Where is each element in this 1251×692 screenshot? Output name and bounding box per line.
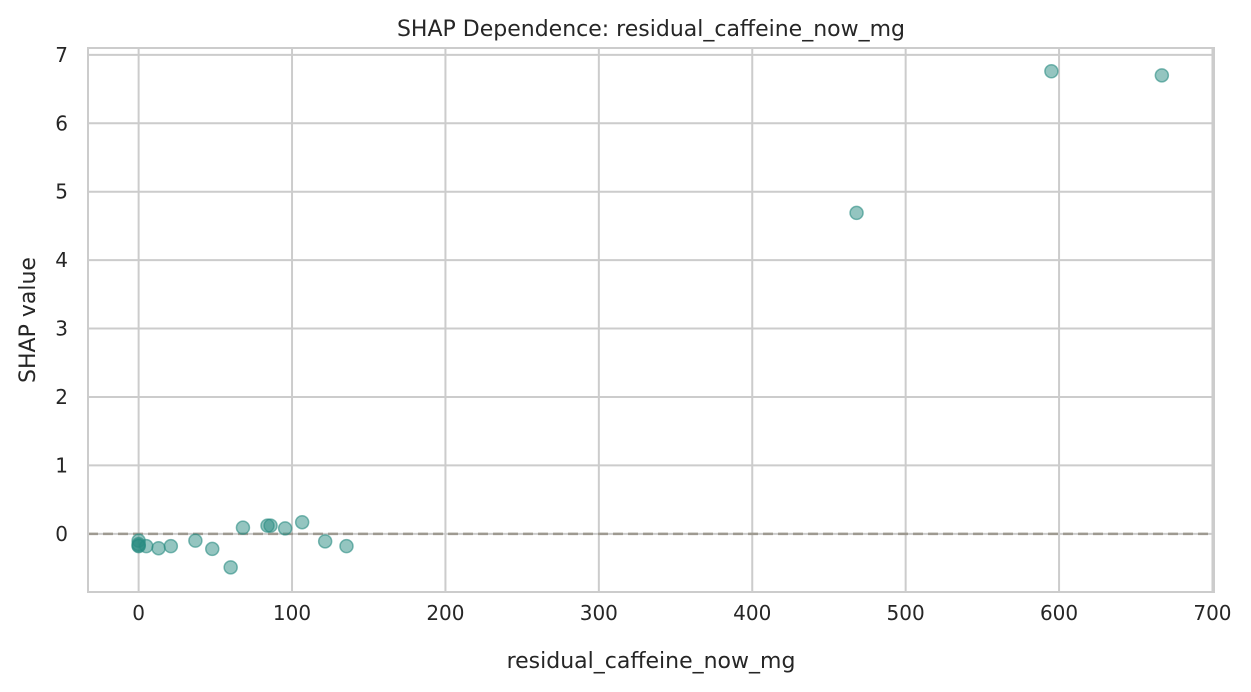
x-tick-label: 400 [733, 601, 771, 625]
data-point [223, 560, 238, 575]
x-tick-label: 0 [132, 601, 145, 625]
data-point [294, 514, 310, 530]
y-tick-label: 4 [55, 248, 68, 272]
x-axis-label: residual_caffeine_now_mg [507, 649, 796, 674]
x-tick-label: 500 [887, 601, 925, 625]
y-tick-label: 2 [55, 385, 68, 409]
x-tick-label: 100 [273, 601, 311, 625]
x-tick-label: 600 [1040, 601, 1078, 625]
x-tick-label: 300 [580, 601, 618, 625]
data-point [205, 541, 220, 557]
data-point [277, 521, 293, 536]
x-tick-label: 200 [426, 601, 464, 625]
y-tick-label: 5 [55, 180, 68, 204]
data-point [317, 534, 333, 549]
y-axis-label: SHAP value [16, 257, 41, 383]
data-point [139, 538, 154, 554]
x-tick-label: 700 [1193, 601, 1231, 625]
data-point [1154, 68, 1170, 83]
y-tick-label: 1 [55, 453, 68, 477]
y-tick-label: 7 [55, 43, 68, 67]
data-point [188, 533, 203, 548]
data-point [163, 538, 179, 554]
y-tick-label: 3 [55, 317, 68, 341]
data-point [849, 205, 864, 221]
data-point [151, 540, 166, 556]
plot-frame [87, 47, 1215, 593]
y-tick-label: 0 [55, 522, 68, 546]
chart-title: SHAP Dependence: residual_caffeine_now_m… [397, 17, 905, 42]
data-point [1044, 64, 1059, 79]
y-tick-label: 6 [55, 111, 68, 135]
data-point [235, 520, 251, 535]
data-point [263, 518, 278, 533]
data-point [339, 538, 354, 554]
